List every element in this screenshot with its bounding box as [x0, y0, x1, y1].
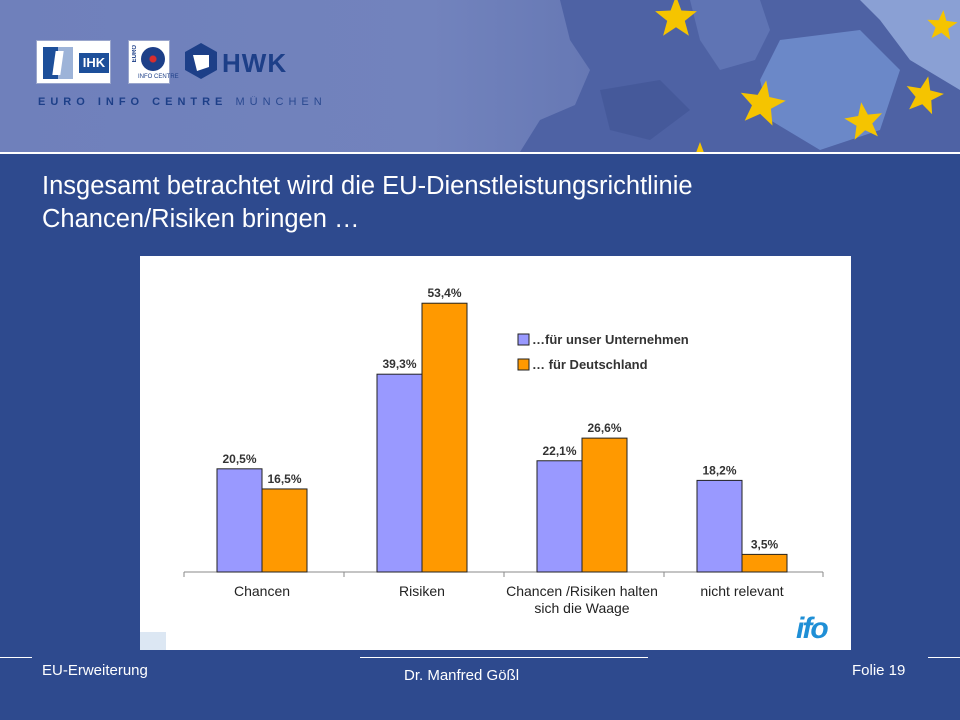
- legend-swatch: [517, 333, 530, 346]
- euro-info-centre-logo: EURO INFO CENTRE: [128, 40, 179, 84]
- ifo-logo: ifo: [796, 612, 829, 645]
- eu-map-background: [520, 0, 960, 152]
- bar-value-label: 39,3%: [382, 357, 416, 371]
- x-tick-label: Chancen: [234, 583, 290, 599]
- euro-info-centre-brand: EURO INFO CENTRE MÜNCHEN: [38, 96, 327, 108]
- chart-panel: 20,5% 39,3% 22,1% 18,2% 16,5% 53,4% 26,6% 3,5% C…: [140, 256, 851, 650]
- slide-title: Insgesamt betrachtet wird die EU-Dienstl…: [42, 170, 922, 236]
- eu-star-icon: [844, 102, 882, 140]
- hwk-hexagon-icon: [185, 43, 217, 79]
- footer-author: Dr. Manfred Gößl: [404, 667, 520, 684]
- bar-value-label: 26,6%: [587, 421, 621, 435]
- bar: [376, 373, 423, 573]
- eu-star-icon: [906, 76, 944, 115]
- slide-title-line-2: Chancen/Risiken bringen …: [42, 205, 360, 233]
- slide-title-line-1: Insgesamt betrachtet wird die EU-Dienstl…: [42, 172, 693, 200]
- eu-star-icon: [655, 0, 697, 36]
- euro-stars-icon: [141, 47, 165, 71]
- x-tick-label: Risiken: [399, 583, 445, 599]
- ihk-mark-icon: [43, 47, 73, 79]
- bar-value-label: 18,2%: [702, 463, 736, 477]
- bar: [581, 437, 628, 573]
- bar-value-label: 22,1%: [542, 444, 576, 458]
- brand-bold-text: EURO INFO CENTRE: [38, 96, 228, 108]
- bar-value-label: 16,5%: [267, 472, 301, 486]
- bar: [261, 488, 308, 573]
- legend-label: …für unser Unternehmen: [532, 332, 689, 347]
- euro-logo-bottom-text: INFO CENTRE: [138, 74, 179, 80]
- x-tick-label: Chancen /Risiken halten: [506, 583, 658, 599]
- bar: [536, 460, 583, 573]
- footer-line-center: [360, 657, 648, 658]
- euro-logo-side-text: EURO: [132, 45, 138, 63]
- header-divider: [0, 152, 960, 154]
- eu-star-icon: [696, 142, 704, 152]
- chart-corner-decoration: [140, 632, 166, 650]
- hwk-logo-text: HWK: [222, 48, 288, 78]
- eu-star-icon: [927, 10, 958, 40]
- footer-slide-number: Folie 19: [852, 662, 906, 679]
- footer-topic: EU-Erweiterung: [42, 662, 148, 679]
- bar: [741, 553, 788, 573]
- footer-line-right: [928, 657, 960, 658]
- ihk-logo-text: IHK: [79, 53, 109, 73]
- bar: [696, 479, 743, 573]
- eu-star-icon: [740, 80, 786, 126]
- slide-header: IHK EURO INFO CENTRE HWK EURO INFO CENTR…: [0, 0, 960, 152]
- bar: [421, 302, 468, 573]
- brand-city-text: MÜNCHEN: [235, 96, 327, 108]
- ihk-logo: IHK: [36, 40, 111, 84]
- x-tick-label: nicht relevant: [700, 583, 783, 599]
- legend-label: … für Deutschland: [532, 357, 648, 372]
- britain-shape: [690, 0, 770, 70]
- bar-value-label: 3,5%: [751, 537, 779, 551]
- bar-value-label: 53,4%: [427, 286, 461, 300]
- bar-chart: 20,5% 39,3% 22,1% 18,2% 16,5% 53,4% 26,6% 3,5% C…: [183, 286, 824, 616]
- legend-swatch: [517, 358, 530, 371]
- west-europe-shape: [600, 80, 690, 140]
- bar-value-label: 20,5%: [222, 452, 256, 466]
- footer-line-left: [0, 657, 32, 658]
- bar: [216, 468, 263, 573]
- x-tick-label: sich die Waage: [534, 600, 629, 616]
